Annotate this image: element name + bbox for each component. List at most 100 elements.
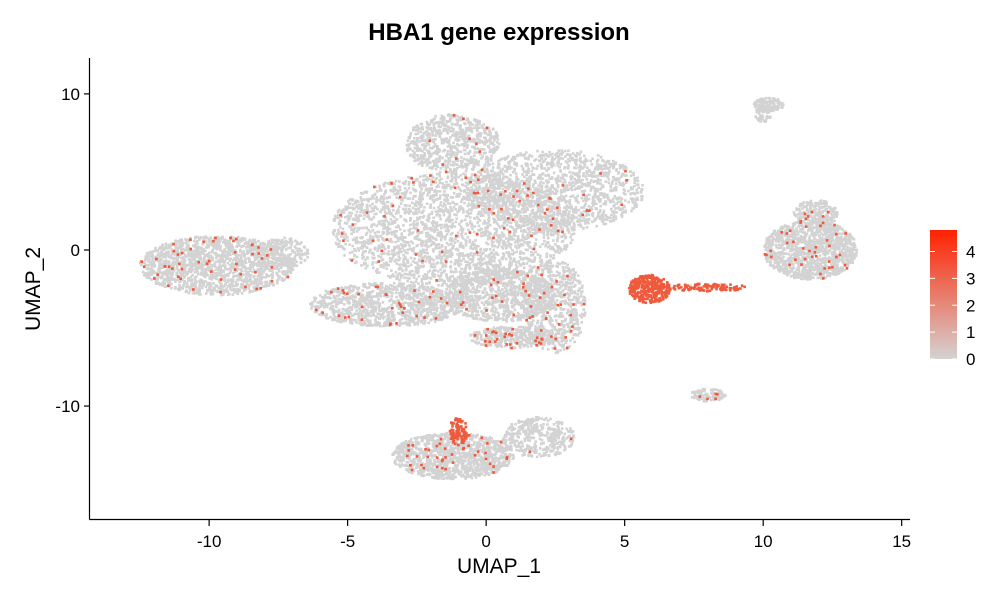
- data-point: [495, 265, 498, 269]
- data-point: [571, 194, 575, 198]
- data-point: [486, 201, 490, 204]
- data-point: [473, 199, 476, 202]
- data-point: [467, 254, 471, 257]
- data-point: [431, 130, 434, 134]
- data-point: [573, 210, 577, 214]
- data-point: [494, 131, 498, 134]
- data-point: [574, 206, 578, 209]
- data-point: [378, 271, 381, 274]
- data-point: [492, 240, 495, 244]
- data-point: [536, 164, 539, 168]
- data-point: [503, 164, 507, 168]
- data-point: [427, 143, 431, 146]
- data-point: [572, 221, 576, 225]
- data-point: [486, 225, 490, 228]
- data-point: [515, 195, 519, 198]
- data-point: [562, 210, 565, 213]
- data-point: [465, 240, 468, 243]
- data-point: [422, 174, 425, 178]
- data-point: [351, 244, 354, 248]
- data-point: [419, 215, 422, 219]
- data-point: [359, 196, 363, 199]
- data-point: [599, 192, 602, 195]
- data-point: [496, 240, 499, 244]
- data-point: [150, 265, 154, 269]
- data-point: [458, 135, 461, 139]
- data-point: [364, 250, 367, 253]
- data-point: [501, 257, 504, 261]
- data-point: [465, 158, 469, 161]
- data-point: [409, 219, 412, 222]
- data-point: [482, 231, 486, 234]
- data-point: [509, 173, 512, 177]
- data-point: [496, 215, 500, 219]
- data-point: [434, 194, 438, 197]
- data-point: [469, 211, 473, 215]
- data-point: [497, 164, 500, 167]
- data-point: [507, 253, 510, 257]
- data-point: [603, 167, 606, 170]
- data-point: [456, 148, 459, 152]
- data-point: [438, 181, 441, 185]
- data-point: [437, 206, 440, 209]
- data-point: [456, 143, 459, 146]
- data-point: [421, 250, 424, 253]
- data-point: [511, 249, 514, 252]
- data-point: [599, 182, 602, 186]
- data-point: [412, 194, 416, 198]
- data-point: [591, 185, 595, 189]
- data-point: [437, 125, 441, 128]
- data-point: [526, 189, 530, 193]
- data-point: [559, 191, 563, 194]
- data-point: [392, 188, 395, 191]
- data-point: [396, 224, 400, 227]
- data-point: [415, 235, 419, 238]
- data-point: [442, 118, 445, 121]
- data-point: [443, 223, 447, 227]
- data-point: [428, 226, 432, 230]
- data-point: [615, 185, 618, 189]
- data-point: [456, 139, 459, 143]
- data-point: [613, 215, 617, 218]
- data-point: [487, 256, 490, 259]
- data-point: [466, 144, 470, 147]
- data-point: [360, 247, 364, 250]
- data-point: [451, 185, 455, 188]
- data-point: [459, 225, 463, 228]
- data-point: [632, 173, 635, 177]
- data-point: [447, 113, 451, 116]
- data-point: [633, 203, 636, 206]
- data-point: [387, 221, 390, 224]
- data-point: [394, 212, 398, 215]
- data-point: [433, 229, 436, 233]
- data-point: [561, 227, 564, 231]
- data-point: [460, 115, 463, 119]
- data-point: [514, 228, 518, 231]
- data-point: [457, 258, 461, 262]
- data-point: [440, 244, 444, 247]
- data-point: [423, 174, 427, 177]
- data-point: [618, 177, 621, 180]
- data-point: [345, 222, 349, 225]
- data-point: [537, 187, 540, 191]
- data-point: [537, 184, 540, 188]
- data-point: [440, 223, 444, 227]
- data-point: [534, 158, 538, 161]
- data-point: [635, 188, 638, 192]
- data-point: [422, 143, 425, 146]
- data-point: [464, 266, 468, 269]
- data-point: [364, 262, 367, 265]
- data-point: [436, 190, 439, 193]
- data-point: [587, 197, 591, 201]
- data-point: [475, 266, 478, 270]
- data-point: [170, 244, 173, 247]
- data-point: [620, 197, 624, 201]
- data-point: [563, 190, 566, 193]
- data-point: [517, 205, 520, 208]
- data-point: [534, 187, 538, 190]
- data-point: [367, 210, 370, 214]
- data-point: [573, 228, 576, 232]
- data-point: [416, 271, 420, 275]
- data-point: [547, 167, 550, 170]
- data-point: [565, 188, 568, 192]
